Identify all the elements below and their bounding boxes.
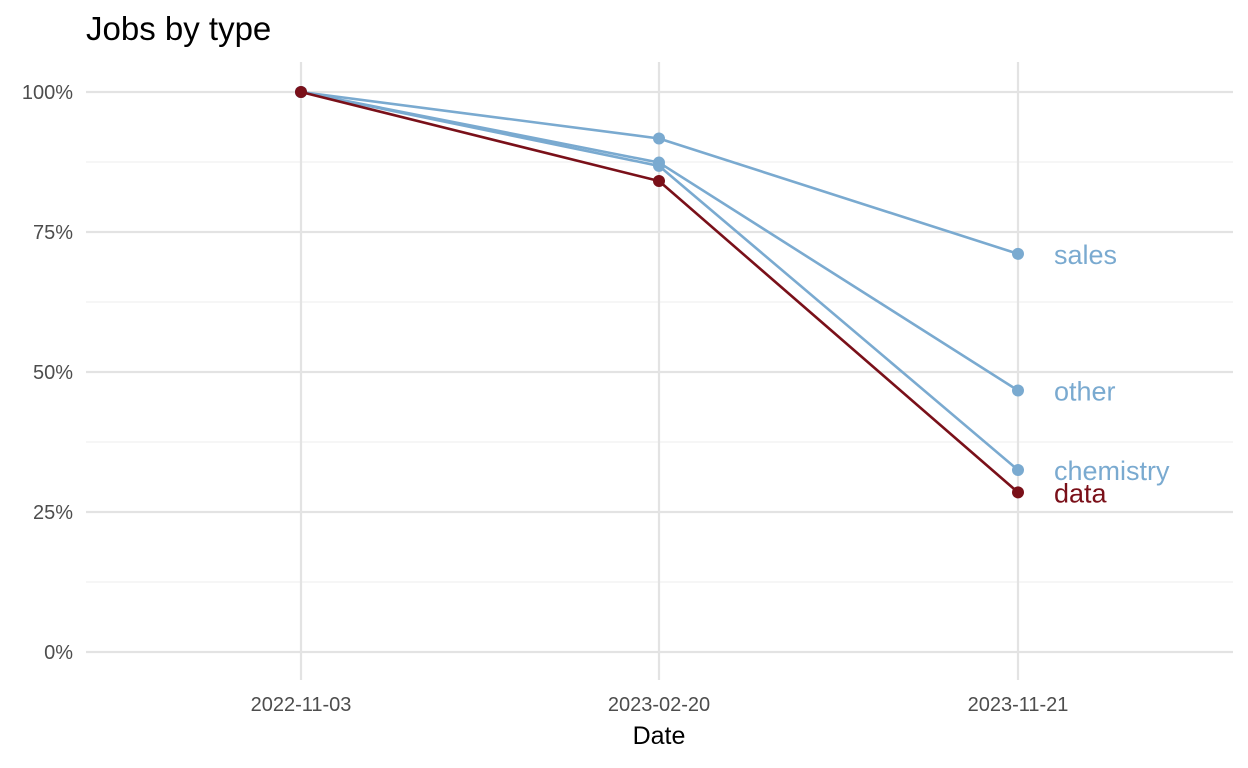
x-tick-label: 2023-02-20	[608, 694, 710, 716]
data-point-other	[1012, 384, 1024, 397]
x-axis-ticks: 2022-11-03 2023-02-20 2023-11-21	[251, 694, 1069, 716]
x-tick-label: 2022-11-03	[251, 694, 352, 716]
series-lines	[295, 86, 1024, 499]
series-data	[295, 86, 1024, 499]
y-tick-label: 50%	[33, 362, 73, 384]
y-tick-label: 0%	[44, 642, 73, 664]
y-axis-ticks: 0% 25% 50% 75% 100%	[22, 82, 73, 664]
series-label-sales: sales	[1054, 240, 1117, 270]
series-label-other: other	[1054, 376, 1116, 406]
data-point-data	[653, 175, 665, 188]
x-tick-label: 2023-11-21	[968, 694, 1069, 716]
series-label-data: data	[1054, 478, 1108, 508]
data-point-sales	[1012, 247, 1024, 260]
x-axis-title: Date	[633, 722, 686, 750]
data-point-data	[295, 86, 307, 98]
data-point-data	[1012, 486, 1024, 499]
chart-title: Jobs by type	[86, 10, 271, 47]
y-tick-label: 100%	[22, 82, 73, 104]
series-label-chemistry: chemistry	[1054, 456, 1170, 486]
y-tick-label: 25%	[33, 502, 73, 524]
grid	[86, 62, 1233, 680]
data-point-chemistry	[1012, 464, 1024, 476]
data-point-chemistry	[653, 159, 665, 172]
data-point-sales	[653, 132, 665, 145]
y-tick-label: 75%	[33, 222, 73, 244]
